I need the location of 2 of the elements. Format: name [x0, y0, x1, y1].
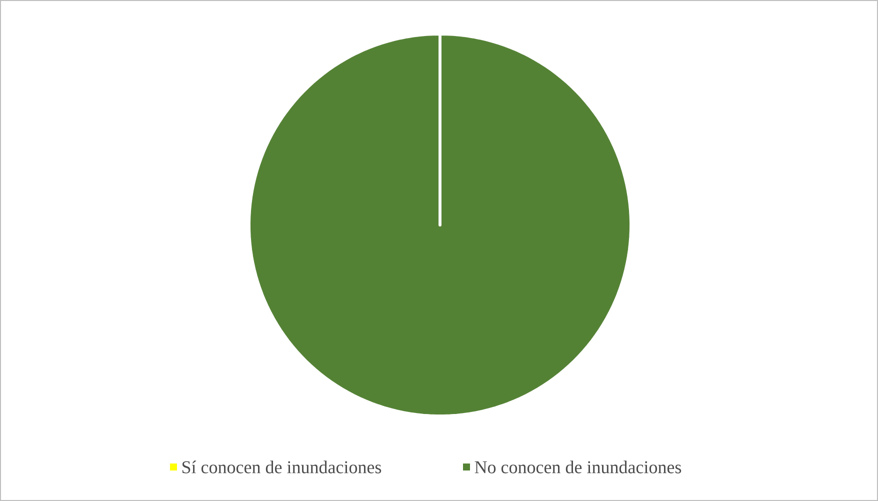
- legend-label: No conocen de inundaciones: [474, 460, 682, 474]
- legend-label: Sí conocen de inundaciones: [182, 460, 382, 474]
